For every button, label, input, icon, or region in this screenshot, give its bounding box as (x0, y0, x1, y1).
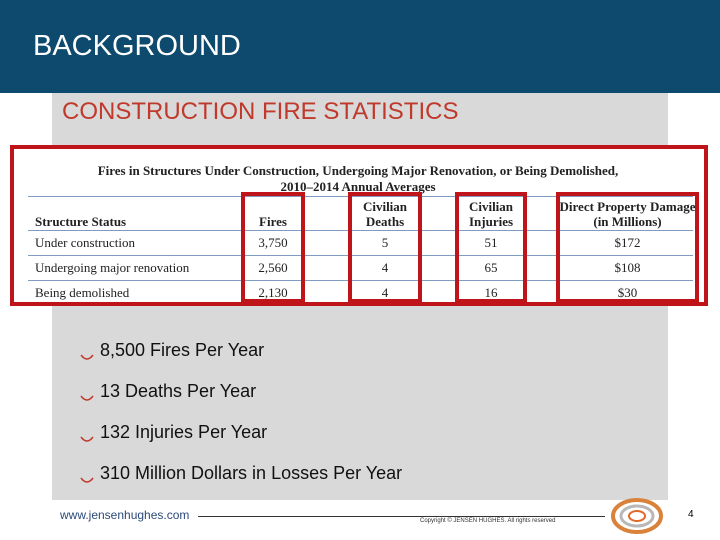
footer-line (198, 516, 605, 517)
table-cell: 3,750 (258, 235, 288, 250)
table-cell: 51 (484, 235, 498, 250)
copyright: Copyright © JENSEN HUGHES. All rights re… (420, 518, 556, 524)
subtitle: CONSTRUCTION FIRE STATISTICS (62, 98, 459, 125)
header-band (0, 0, 720, 93)
table-cell: $172 (614, 235, 641, 250)
table-caption: Fires in Structures Under Construction, … (97, 163, 619, 178)
table-rule (28, 255, 693, 256)
table-cell: 65 (484, 260, 498, 275)
bullet-arc (80, 354, 94, 360)
highlight-box (348, 192, 422, 303)
table-cell: Being demolished (35, 285, 130, 300)
table-cell: Undergoing major renovation (35, 260, 190, 275)
bullet-icon (80, 472, 94, 483)
table-cell: $30 (617, 285, 638, 300)
slide-title: BACKGROUND (33, 30, 241, 62)
table-frame (10, 145, 708, 306)
table-cell: $108 (614, 260, 641, 275)
bullet-arc (80, 436, 94, 442)
bullet-text: 310 Million Dollars in Losses Per Year (100, 463, 403, 483)
table-rule (28, 196, 693, 197)
column-header: Fires (259, 214, 287, 229)
bullet-text: 13 Deaths Per Year (100, 381, 257, 401)
column-header: Civilian Injuries (468, 199, 514, 229)
highlight-box (455, 192, 527, 303)
table-cell: 4 (381, 285, 389, 300)
table-cell: 2,560 (258, 260, 288, 275)
bullet-icon (80, 349, 94, 360)
column-header: Direct Property Damage (in Millions) (559, 199, 696, 229)
table-cell: 2,130 (258, 285, 288, 300)
column-header: Civilian Deaths (362, 199, 408, 229)
table-cell: 4 (381, 260, 389, 275)
bullet-arc (80, 477, 94, 483)
highlight-box (241, 192, 305, 303)
bullet-arc (80, 395, 94, 401)
bullet-icon (80, 431, 94, 442)
logo (611, 498, 663, 534)
bullet-icon (80, 390, 94, 401)
highlight-box (556, 192, 699, 303)
table-caption: 2010–2014 Annual Averages (280, 179, 436, 194)
table-cell: 16 (484, 285, 498, 300)
table-cell: 5 (381, 235, 389, 250)
page-number: 4 (688, 509, 694, 520)
bullet-text: 132 Injuries Per Year (100, 422, 268, 442)
table-cell: Under construction (35, 235, 136, 250)
table-rule (28, 230, 693, 231)
footer-url: www.jensenhughes.com (60, 508, 190, 522)
bullet-text: 8,500 Fires Per Year (100, 340, 265, 360)
table-rule (28, 280, 693, 281)
column-header: Structure Status (35, 214, 127, 229)
